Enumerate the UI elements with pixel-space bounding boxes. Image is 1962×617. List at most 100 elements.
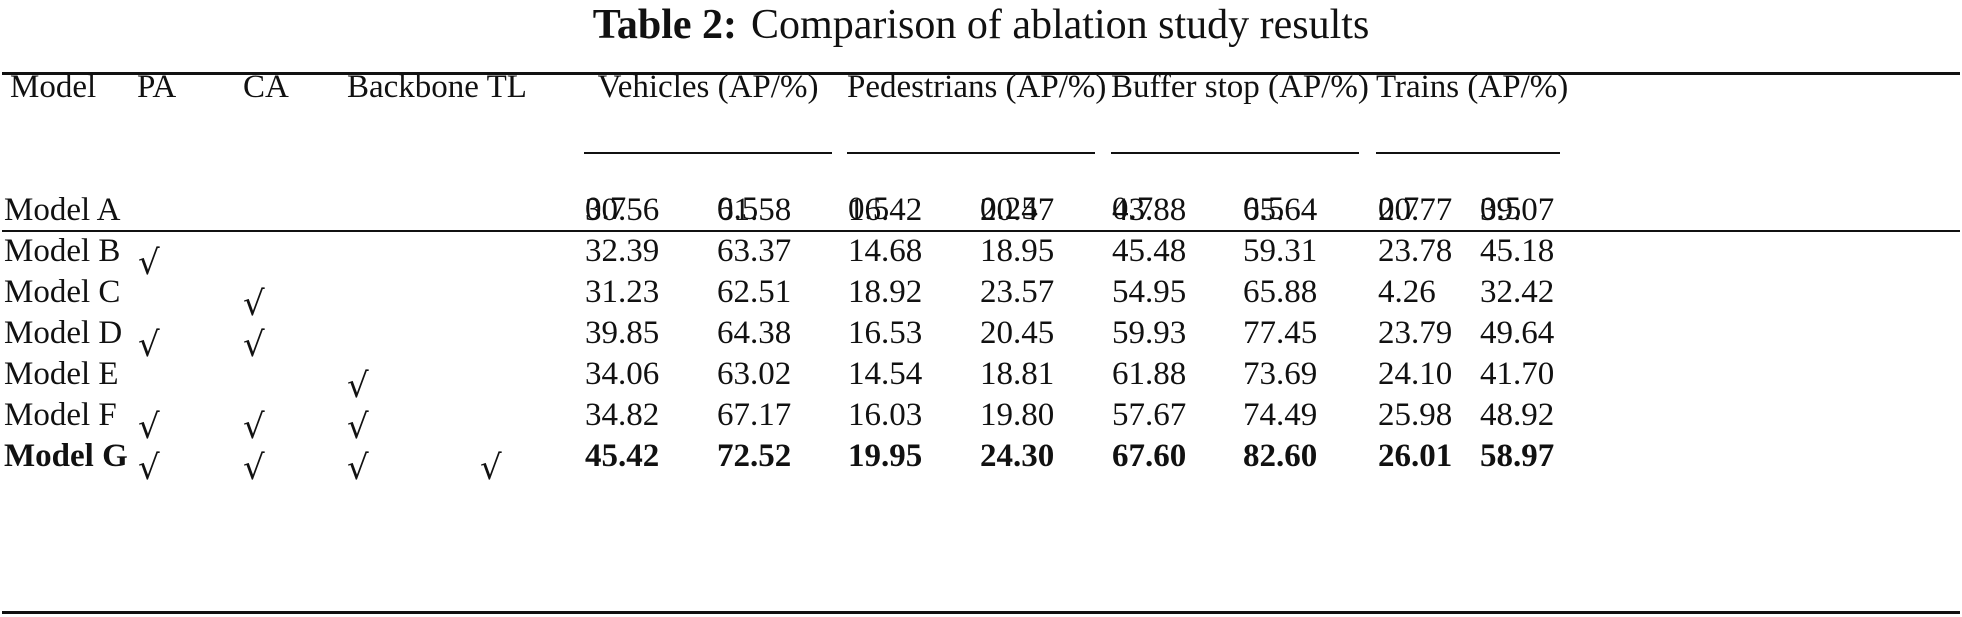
value-trains-07: 4.26	[1378, 274, 1436, 310]
value-pedestrians-05: 16.03	[848, 397, 923, 433]
value-trains-07: 23.79	[1378, 315, 1453, 351]
value-vehicles-05: 72.52	[717, 438, 792, 474]
bottom-rule	[2, 611, 1960, 614]
value-vehicles-07: 32.39	[585, 233, 660, 269]
value-vehicles-07: 45.42	[585, 438, 660, 474]
backbone-check-icon: √	[347, 407, 369, 447]
header-backbone: Backbone TL	[347, 67, 527, 107]
value-buffer-stop-05: 74.49	[1243, 397, 1318, 433]
value-buffer-stop-07: 43.88	[1112, 192, 1187, 228]
value-vehicles-05: 61.58	[717, 192, 792, 228]
value-pedestrians-025: 20.47	[980, 192, 1055, 228]
value-vehicles-05: 64.38	[717, 315, 792, 351]
table-row: Model E √ 34.06 63.02 14.54 18.81 61.88 73.69 24…	[0, 350, 1962, 406]
pa-check-icon: √	[138, 448, 160, 488]
value-trains-07: 23.78	[1378, 233, 1453, 269]
value-pedestrians-05: 19.95	[848, 438, 923, 474]
value-vehicles-07: 39.85	[585, 315, 660, 351]
value-trains-07: 24.10	[1378, 356, 1453, 392]
table-row: Model F √ √ √ 34.82 67.17 16.03 19.80 57.67 74.49…	[0, 391, 1962, 447]
value-buffer-stop-05: 59.31	[1243, 233, 1318, 269]
value-pedestrians-05: 16.42	[848, 192, 923, 228]
value-pedestrians-025: 24.30	[980, 438, 1055, 474]
backbone-check-icon: √	[347, 366, 369, 406]
header-group-trains: Trains (AP/%)	[1376, 69, 1569, 105]
table-row: Model A 30.56 61.58 16.42 20.47 43.88 65.64 20.…	[0, 186, 1962, 237]
header-group-pedestrians: Pedestrians (AP/%)	[847, 69, 1107, 105]
header-tl: TL	[486, 69, 527, 105]
header-model: Model	[10, 69, 97, 105]
ca-check-icon: √	[243, 284, 265, 324]
value-vehicles-05: 63.37	[717, 233, 792, 269]
model-name: Model E	[4, 356, 119, 392]
value-trains-05: 49.64	[1480, 315, 1555, 351]
caption-label: Table 2:	[592, 2, 738, 48]
value-vehicles-07: 30.56	[585, 192, 660, 228]
model-name: Model A	[4, 192, 121, 228]
pa-check-icon: √	[138, 407, 160, 447]
ca-check-icon: √	[243, 325, 265, 365]
value-buffer-stop-07: 67.60	[1112, 438, 1187, 474]
value-pedestrians-05: 14.68	[848, 233, 923, 269]
value-buffer-stop-07: 45.48	[1112, 233, 1187, 269]
value-pedestrians-025: 18.81	[980, 356, 1055, 392]
value-pedestrians-025: 18.95	[980, 233, 1055, 269]
value-vehicles-07: 34.06	[585, 356, 660, 392]
value-trains-05: 41.70	[1480, 356, 1555, 392]
value-buffer-stop-05: 77.45	[1243, 315, 1318, 351]
model-name: Model F	[4, 397, 117, 433]
table-row: Model B √ 32.39 63.37 14.68 18.95 45.48 59.31 23…	[0, 227, 1962, 283]
value-pedestrians-025: 19.80	[980, 397, 1055, 433]
model-name: Model G	[4, 438, 128, 474]
value-trains-05: 39.07	[1480, 192, 1555, 228]
table-row: Model C √ 31.23 62.51 18.92 23.57 54.95 65.88 4.…	[0, 268, 1962, 324]
value-buffer-stop-07: 57.67	[1112, 397, 1187, 433]
group-rule-pedestrians	[847, 152, 1095, 154]
top-rule	[2, 72, 1960, 75]
value-trains-07: 26.01	[1378, 438, 1453, 474]
group-rule-trains	[1376, 152, 1560, 154]
subheader-trains-1: 0.7	[1378, 191, 1420, 227]
value-buffer-stop-05: 73.69	[1243, 356, 1318, 392]
value-buffer-stop-05: 82.60	[1243, 438, 1318, 474]
value-buffer-stop-05: 65.88	[1243, 274, 1318, 310]
backbone-check-icon: √	[347, 448, 369, 488]
value-buffer-stop-07: 61.88	[1112, 356, 1187, 392]
subheader-vehicles-2: 0.5	[717, 191, 759, 227]
subheader-vehicles-1: 0.7	[585, 191, 627, 227]
group-rule-buffer-stop	[1111, 152, 1359, 154]
value-trains-05: 48.92	[1480, 397, 1555, 433]
pa-check-icon: √	[138, 243, 160, 283]
header-rule	[2, 230, 1960, 232]
value-buffer-stop-07: 54.95	[1112, 274, 1187, 310]
value-vehicles-05: 67.17	[717, 397, 792, 433]
subheader-buffer-stop-1: 0.7	[1112, 191, 1154, 227]
value-pedestrians-05: 14.54	[848, 356, 923, 392]
value-buffer-stop-07: 59.93	[1112, 315, 1187, 351]
subheader-trains-2: 0.5	[1480, 191, 1522, 227]
value-pedestrians-025: 20.45	[980, 315, 1055, 351]
ca-check-icon: √	[243, 407, 265, 447]
table-row: Model D √ √ 39.85 64.38 16.53 20.45 59.93 77.45 2…	[0, 309, 1962, 365]
header-ca: CA	[243, 69, 289, 105]
subheader-pedestrians-1: 0.5	[848, 191, 890, 227]
group-rule-vehicles	[584, 152, 832, 154]
model-name: Model D	[4, 315, 123, 351]
model-name: Model B	[4, 233, 121, 269]
ca-check-icon: √	[243, 448, 265, 488]
value-vehicles-05: 62.51	[717, 274, 792, 310]
value-trains-05: 58.97	[1480, 438, 1555, 474]
value-trains-07: 25.98	[1378, 397, 1453, 433]
subheader-buffer-stop-2: 0.5	[1243, 191, 1285, 227]
pa-check-icon: √	[138, 325, 160, 365]
caption-text: Comparison of ablation study results	[751, 2, 1370, 48]
subheader-pedestrians-2: 0.25	[980, 191, 1038, 227]
value-trains-07: 20.77	[1378, 192, 1453, 228]
table-caption: Table 2: Comparison of ablation study res…	[0, 0, 1962, 50]
value-vehicles-07: 31.23	[585, 274, 660, 310]
model-name: Model C	[4, 274, 121, 310]
header-group-buffer-stop: Buffer stop (AP/%)	[1111, 69, 1369, 105]
value-trains-05: 32.42	[1480, 274, 1555, 310]
value-vehicles-05: 63.02	[717, 356, 792, 392]
value-pedestrians-05: 16.53	[848, 315, 923, 351]
